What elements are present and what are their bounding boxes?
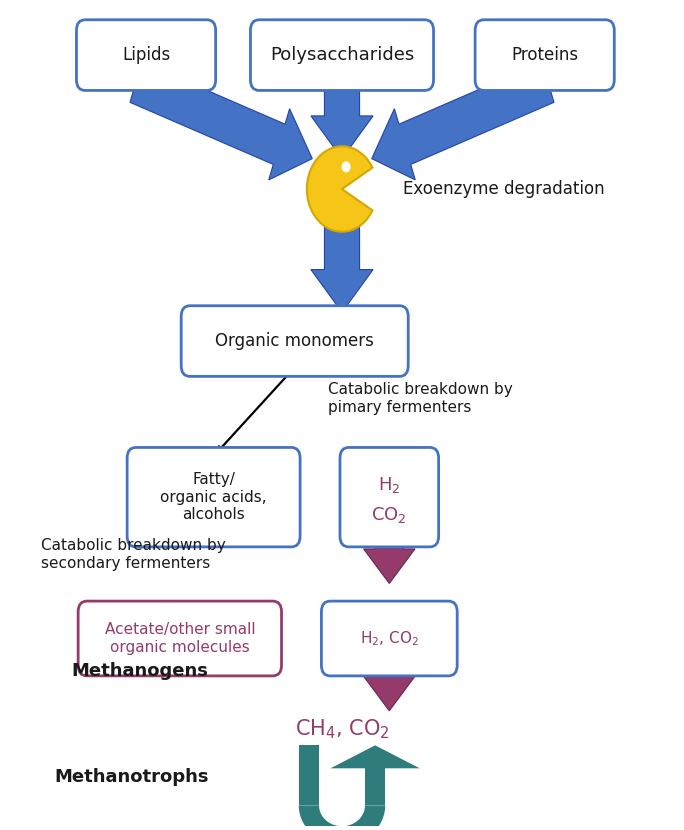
Bar <box>299 745 319 805</box>
Text: CO$_2$: CO$_2$ <box>371 505 407 525</box>
Polygon shape <box>330 745 420 769</box>
Polygon shape <box>371 62 554 180</box>
Polygon shape <box>130 62 313 180</box>
Polygon shape <box>364 518 415 583</box>
Text: Catabolic breakdown by
pimary fermenters: Catabolic breakdown by pimary fermenters <box>328 383 513 415</box>
FancyBboxPatch shape <box>77 20 215 90</box>
FancyBboxPatch shape <box>127 447 300 547</box>
Text: Organic monomers: Organic monomers <box>215 332 374 350</box>
Text: Methanotrophs: Methanotrophs <box>55 768 209 785</box>
Text: H$_2$, CO$_2$: H$_2$, CO$_2$ <box>360 629 419 648</box>
Text: Polysaccharides: Polysaccharides <box>270 46 414 64</box>
Polygon shape <box>311 217 373 312</box>
Text: Catabolic breakdown by
secondary fermenters: Catabolic breakdown by secondary ferment… <box>41 539 226 571</box>
FancyBboxPatch shape <box>340 447 438 547</box>
Text: Acetate/other small
organic molecules: Acetate/other small organic molecules <box>105 622 255 655</box>
Text: Exoenzyme degradation: Exoenzyme degradation <box>403 180 605 198</box>
Polygon shape <box>311 82 373 159</box>
Text: CH$_4$, CO$_2$: CH$_4$, CO$_2$ <box>295 717 389 740</box>
FancyBboxPatch shape <box>250 20 434 90</box>
Polygon shape <box>364 667 415 710</box>
Text: Lipids: Lipids <box>122 46 170 64</box>
Circle shape <box>341 161 351 173</box>
FancyBboxPatch shape <box>475 20 614 90</box>
FancyBboxPatch shape <box>181 305 408 376</box>
FancyBboxPatch shape <box>78 601 282 676</box>
Text: Fatty/
organic acids,
alcohols: Fatty/ organic acids, alcohols <box>160 472 267 522</box>
Text: H$_2$: H$_2$ <box>378 475 401 495</box>
Wedge shape <box>307 146 372 232</box>
Bar <box>365 769 385 805</box>
Text: Methanogens: Methanogens <box>72 662 209 681</box>
FancyBboxPatch shape <box>321 601 457 676</box>
Polygon shape <box>299 805 385 830</box>
Text: Proteins: Proteins <box>511 46 578 64</box>
